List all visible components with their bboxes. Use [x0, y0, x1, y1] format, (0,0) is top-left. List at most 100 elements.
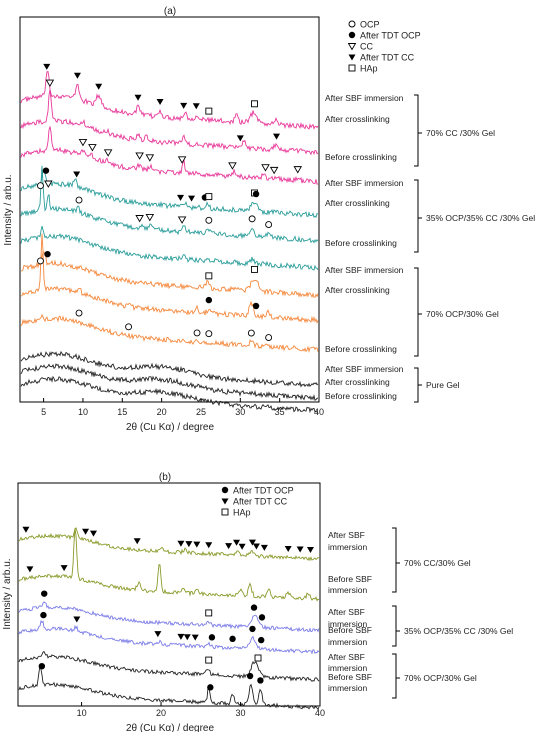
peak-marker-open-circle [75, 196, 83, 204]
legend-label: After TDT OCP [360, 31, 421, 41]
series-label: After crosslinking [325, 285, 390, 295]
peak-marker-filled-triangle [306, 546, 314, 553]
peak-marker-filled-triangle [73, 171, 81, 178]
peak-marker-open-triangle [269, 166, 279, 175]
peak-marker-open-circle [248, 215, 256, 223]
xrd-pattern-line [18, 665, 320, 711]
peak-marker-filled-triangle [180, 102, 188, 109]
peak-marker-filled-circle [252, 190, 260, 198]
peak-marker-filled-triangle [188, 195, 196, 202]
peak-marker-filled-triangle [192, 103, 200, 110]
peak-marker-filled-triangle [236, 135, 244, 142]
peak-marker-filled-circle [208, 634, 216, 641]
peak-marker-open-circle [265, 221, 273, 229]
series-label: Before SBF immersion [328, 672, 372, 693]
x-tick-label: 30 [235, 407, 245, 417]
series-label: After SBF immersion [328, 652, 367, 673]
peak-marker-filled-circle [207, 684, 214, 691]
peak-marker-open-circle [75, 309, 83, 317]
peak-marker-open-square [205, 609, 213, 617]
legend-marker-open-square [221, 508, 229, 516]
peak-marker-filled-triangle [177, 194, 185, 201]
group-bracket [392, 527, 400, 593]
group-bracket [392, 653, 400, 699]
peak-marker-filled-circle [41, 590, 48, 597]
panel-b: (b) 10 20 30 40 2θ (Cu Kα) / degree Intensi… [2, 472, 513, 734]
legend-marker-filled-triangle [348, 54, 356, 61]
xrd-pattern-line [20, 126, 319, 185]
x-tick-label: 15 [117, 407, 127, 417]
xrd-pattern-line [18, 619, 320, 655]
panel-a-plot-frame [19, 16, 320, 403]
peak-marker-open-triangle [177, 156, 187, 164]
peak-marker-open-triangle [78, 139, 88, 147]
peak-marker-filled-triangle [233, 539, 241, 546]
series-label: After SBF immersion [325, 178, 404, 188]
xrd-pattern-line [20, 165, 319, 244]
peak-marker-filled-triangle [248, 539, 256, 546]
legend-label: CC [360, 42, 373, 52]
peak-marker-open-circle [205, 216, 213, 224]
peak-marker-open-square [205, 272, 213, 280]
peak-marker-open-circle [37, 257, 44, 265]
peak-marker-filled-triangle [238, 543, 246, 550]
panel-a-y-axis-label: Intensity / arb.u. [3, 174, 14, 245]
panel-a-peak-markers [37, 63, 303, 341]
peak-marker-open-circle [37, 182, 44, 190]
panel-b-y-axis-label: Intensity / arb.u. [2, 558, 13, 629]
peak-marker-filled-triangle [260, 544, 268, 551]
legend-marker-filled-circle [348, 31, 356, 39]
series-label: After crosslinking [325, 198, 390, 208]
peak-marker-filled-triangle [90, 530, 97, 537]
peak-marker-filled-triangle [177, 540, 185, 547]
peak-marker-open-triangle [44, 180, 53, 188]
group-label: 70% CC /30% Gel [426, 128, 495, 138]
peak-marker-filled-triangle [134, 94, 142, 101]
panel-a: (a) 5 10 15 20 25 30 35 40 2θ (Cu Kα) / degree … [3, 6, 535, 433]
peak-marker-filled-triangle [177, 633, 185, 640]
x-tick-label: 40 [315, 708, 325, 718]
group-label: 70% CC/30% Gel [404, 558, 471, 568]
peak-marker-filled-triangle [183, 634, 191, 641]
x-tick-label: 35 [275, 407, 285, 417]
series-label: After SBF immersion [325, 364, 404, 374]
x-tick-label: 5 [41, 407, 46, 417]
legend-marker-filled-circle [221, 486, 229, 494]
peak-marker-open-triangle [45, 79, 55, 87]
xrd-pattern-line [20, 225, 319, 271]
panel-b-x-ticks: 10 20 30 40 [77, 702, 325, 718]
xrd-pattern-line [20, 168, 319, 219]
panel-a-label: (a) [164, 6, 176, 17]
xrd-pattern-line [20, 233, 319, 324]
xrd-pattern-line [20, 313, 319, 354]
series-label: After SBF immersion [328, 607, 367, 629]
legend-label: OCP [360, 20, 380, 30]
series-label: Before crosslinking [325, 152, 397, 162]
xrd-pattern-line [20, 89, 319, 156]
panel-a-x-axis-label: 2θ (Cu Kα) / degree [126, 422, 214, 433]
peak-marker-filled-triangle [43, 63, 51, 70]
peak-marker-filled-triangle [185, 541, 193, 548]
peak-marker-open-square [254, 654, 262, 662]
peak-marker-filled-triangle [193, 541, 201, 548]
panel-b-group-labels: 70% CC/30% Gel 35% OCP/35% CC /30% Gel 70%… [392, 527, 513, 699]
peak-marker-filled-circle [42, 167, 50, 174]
xrd-pattern-line [18, 601, 320, 633]
group-label: 70% OCP/30% Gel [426, 309, 499, 319]
peak-marker-filled-triangle [133, 538, 141, 545]
peak-marker-filled-circle [38, 662, 46, 670]
xrd-pattern-line [20, 350, 319, 388]
panel-b-peak-markers [22, 526, 314, 691]
legend-label: After TDT CC [233, 497, 288, 507]
panel-a-x-ticks: 5 10 15 20 25 30 35 40 [41, 398, 324, 417]
group-bracket [414, 179, 422, 253]
group-bracket [392, 605, 400, 647]
panel-b-plot-frame [17, 482, 321, 707]
series-label: After SBF immersion [328, 530, 367, 552]
x-tick-label: 30 [236, 708, 246, 718]
group-label: 35% OCP/35% CC /30% Gel [426, 213, 535, 223]
series-label: Before crosslinking [325, 238, 397, 248]
group-bracket [414, 94, 422, 167]
